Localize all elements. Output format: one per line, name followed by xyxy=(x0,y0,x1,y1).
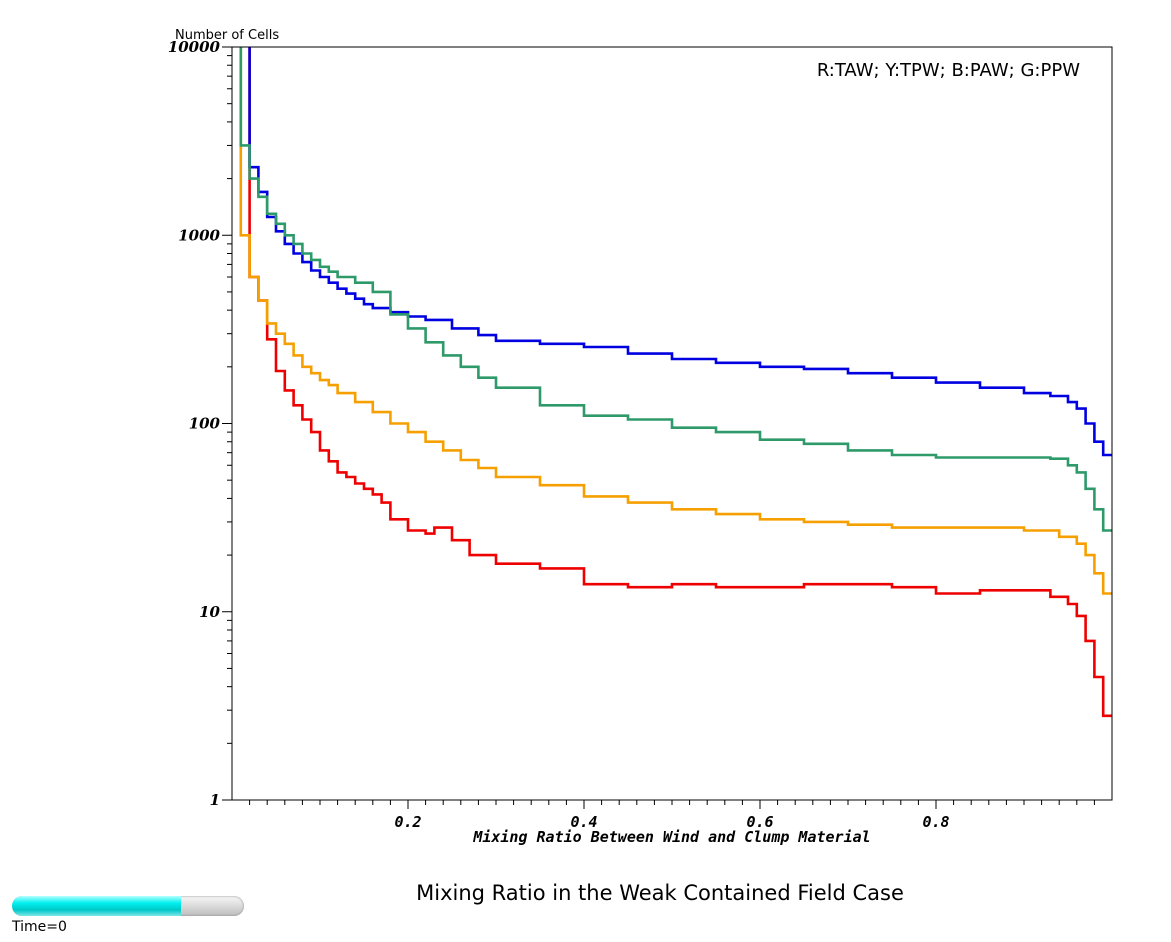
x-tick-label: 0.6 xyxy=(746,813,773,831)
plot-frame xyxy=(231,46,1113,801)
x-tick-label: 0.8 xyxy=(922,813,949,831)
y-tick-label: 10 xyxy=(199,603,220,621)
axes: 1 10 100 1000 10000 0.2 0.4 0.6 0.8 xyxy=(168,38,1095,831)
series-line-2 xyxy=(248,47,1112,457)
chart-caption: Mixing Ratio in the Weak Contained Field… xyxy=(416,881,904,905)
y-axis-label: Number of Cells xyxy=(175,28,279,43)
x-axis-label: Mixing Ratio Between Wind and Clump Mate… xyxy=(472,828,870,846)
x-tick-label: 0.2 xyxy=(394,813,421,831)
time-label: Time=0 xyxy=(12,919,67,935)
legend-text: R:TAW; Y:TPW; B:PAW; G:PPW xyxy=(817,60,1080,81)
series-layer xyxy=(239,47,1112,718)
y-tick-label: 1000 xyxy=(178,226,220,244)
y-tick-label: 100 xyxy=(189,415,221,433)
time-slider-fill xyxy=(12,896,182,916)
y-tick-label: 10000 xyxy=(168,38,221,56)
chart: Number of Cells 1 10 100 1000 10000 0.2 0.4 0.6… xyxy=(168,28,1113,846)
series-line-1 xyxy=(239,47,1112,595)
series-line-3 xyxy=(239,47,1112,532)
x-tick-label: 0.4 xyxy=(570,813,597,831)
series-line-0 xyxy=(248,47,1112,718)
y-tick-label: 1 xyxy=(210,791,220,809)
time-slider[interactable] xyxy=(12,896,244,916)
